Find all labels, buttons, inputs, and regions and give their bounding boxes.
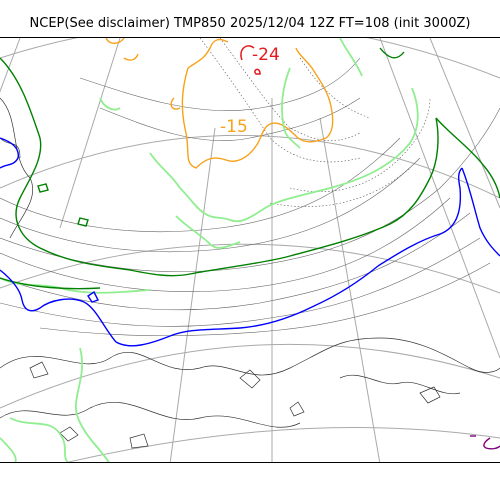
isotherm-zero: [0, 137, 500, 347]
meridian: [429, 38, 500, 209]
isotherm-minus6: [0, 38, 419, 462]
meridian: [169, 127, 216, 462]
isotherm-minus3: [0, 47, 500, 290]
map-title: NCEP(See disclaimer) TMP850 2025/12/04 1…: [29, 16, 471, 31]
thin-isotherms: [0, 57, 500, 337]
isotherm-minus24: [240, 45, 261, 75]
meridian: [319, 117, 381, 462]
dotted-isotherms: [199, 38, 431, 207]
map-canvas: -24 -15: [0, 38, 500, 462]
meridian: [379, 38, 500, 359]
coastlines: [0, 97, 500, 449]
isotherm-label-minus24: -24: [252, 45, 280, 65]
isotherm-positive: [470, 435, 500, 450]
isotherm-label-minus15: -15: [220, 117, 248, 137]
temperature-map: -24 -15: [0, 37, 500, 463]
latitude-circle: [0, 243, 500, 294]
meridian: [59, 38, 121, 229]
isotherm-minus15: [105, 38, 334, 169]
latitude-circle: [0, 343, 500, 409]
graticule: [0, 38, 500, 462]
latitude-circle: [66, 427, 500, 462]
meridian: [0, 38, 21, 93]
latitude-circle: [0, 134, 500, 199]
latitude-circle: [0, 38, 500, 79]
